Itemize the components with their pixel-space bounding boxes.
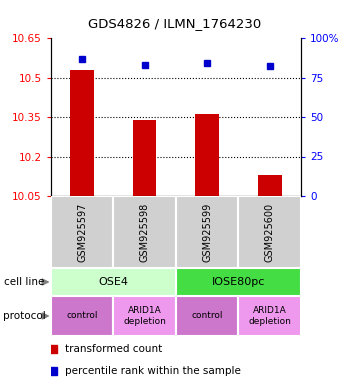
Bar <box>238 196 301 268</box>
Text: cell line: cell line <box>4 277 44 287</box>
Text: percentile rank within the sample: percentile rank within the sample <box>64 366 240 376</box>
Text: GSM925599: GSM925599 <box>202 202 212 262</box>
Bar <box>176 196 238 268</box>
Text: GSM925600: GSM925600 <box>265 202 275 262</box>
Text: transformed count: transformed count <box>64 344 162 354</box>
Bar <box>51 296 113 336</box>
Bar <box>176 268 301 296</box>
Bar <box>258 175 282 196</box>
Bar <box>51 196 113 268</box>
Text: ARID1A
depletion: ARID1A depletion <box>123 306 166 326</box>
Bar <box>70 70 94 196</box>
Text: OSE4: OSE4 <box>98 277 128 287</box>
Bar <box>133 120 156 196</box>
Bar <box>195 114 219 196</box>
Text: GSM925597: GSM925597 <box>77 202 87 262</box>
Text: control: control <box>66 311 98 321</box>
Text: IOSE80pc: IOSE80pc <box>212 277 265 287</box>
Text: ARID1A
depletion: ARID1A depletion <box>248 306 291 326</box>
Bar <box>238 296 301 336</box>
Bar <box>176 296 238 336</box>
Text: GDS4826 / ILMN_1764230: GDS4826 / ILMN_1764230 <box>88 17 262 30</box>
Text: protocol: protocol <box>4 311 46 321</box>
Text: control: control <box>191 311 223 321</box>
Bar <box>113 196 176 268</box>
Text: GSM925598: GSM925598 <box>140 202 149 262</box>
Bar <box>113 296 176 336</box>
Bar <box>51 268 176 296</box>
